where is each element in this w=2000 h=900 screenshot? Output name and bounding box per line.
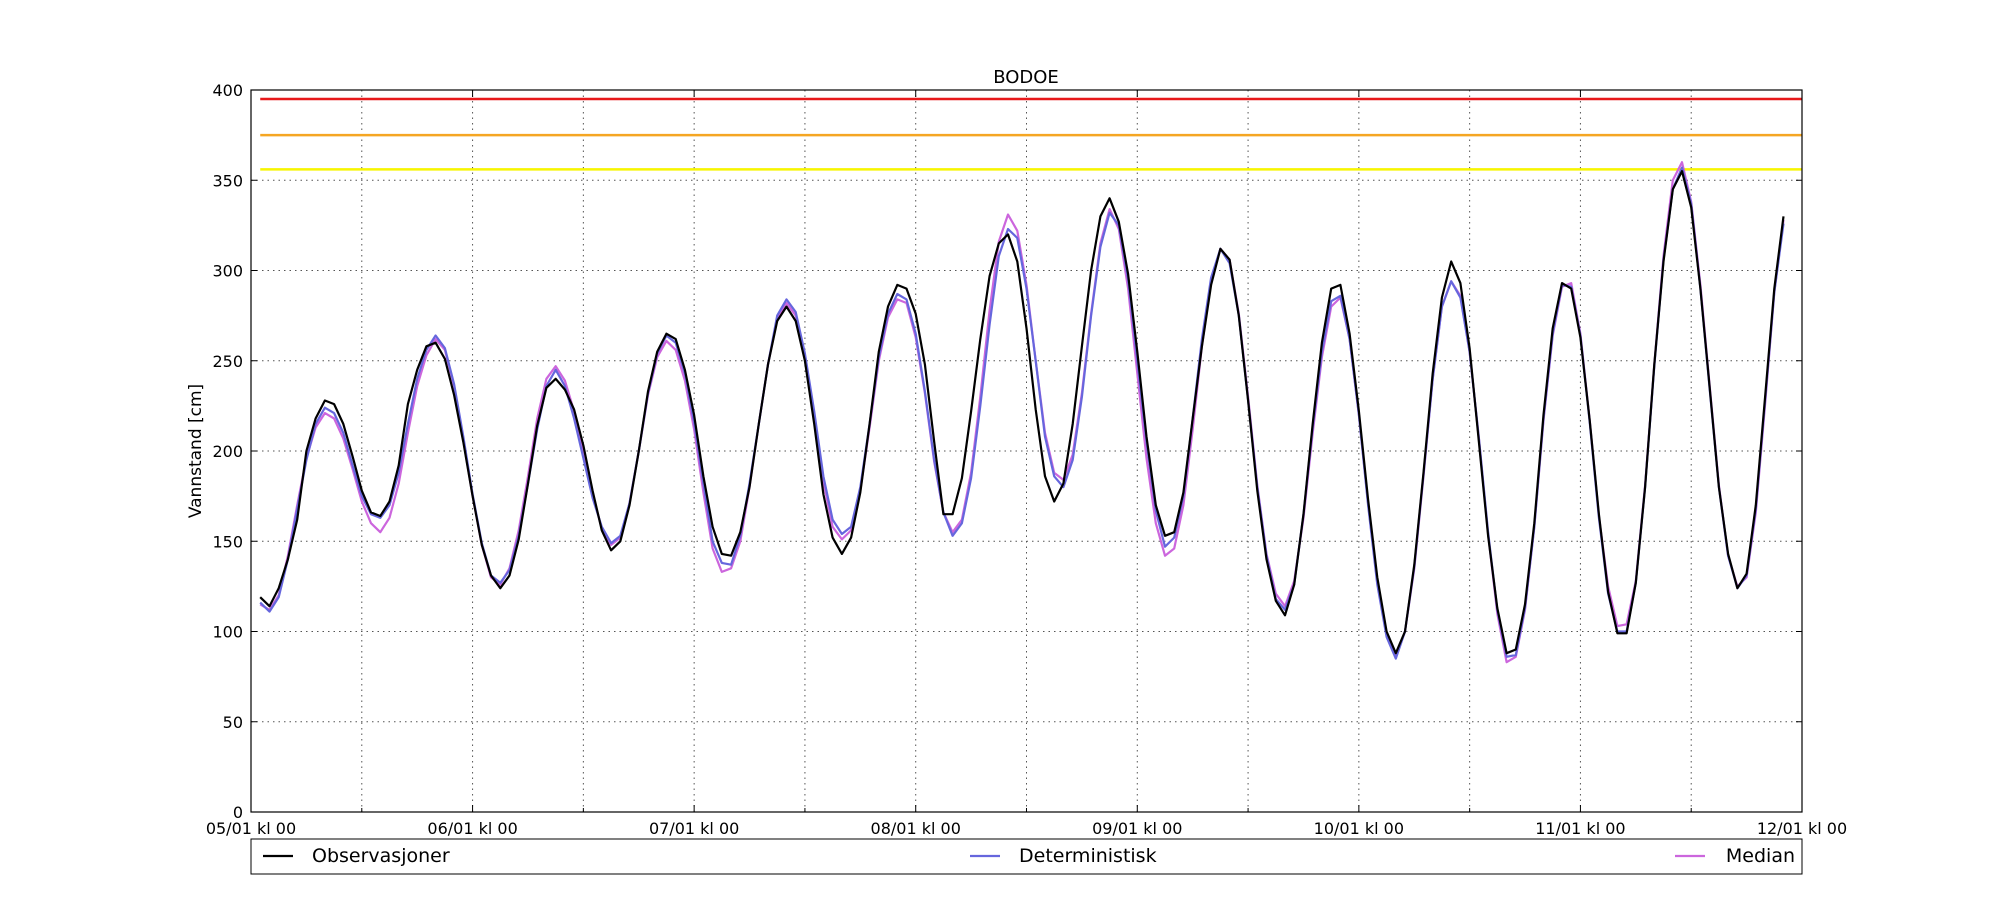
x-tick-label: 10/01 kl 00: [1314, 819, 1404, 838]
legend-label: Observasjoner: [312, 845, 450, 867]
x-tick-label: 12/01 kl 00: [1757, 819, 1847, 838]
axis-ticks: 0 50 100 150 200 250 300 350 400 05/01 kl 00 06/01…: [206, 81, 1847, 838]
y-tick-label: 150: [212, 532, 243, 551]
y-tick-label: 200: [212, 442, 243, 461]
x-tick-label: 11/01 kl 00: [1535, 819, 1625, 838]
legend: Observasjoner Deterministisk Median: [250, 838, 1803, 875]
y-tick-label: 100: [212, 623, 243, 642]
grid: [251, 90, 1802, 812]
legend-frame: [250, 838, 1803, 875]
y-tick-label: 350: [212, 171, 243, 190]
y-tick-label: 250: [212, 352, 243, 371]
y-tick-label: 0: [233, 803, 243, 822]
x-tick-label: 09/01 kl 00: [1092, 819, 1182, 838]
chart-title: BODOE: [993, 67, 1059, 88]
x-tick-label: 08/01 kl 00: [871, 819, 961, 838]
y-tick-label: 300: [212, 262, 243, 281]
legend-label: Deterministisk: [1019, 845, 1157, 867]
y-tick-label: 50: [223, 713, 243, 732]
x-tick-label: 06/01 kl 00: [427, 819, 517, 838]
y-tick-label: 400: [212, 81, 243, 100]
series-line-observasjoner: [259, 170, 1785, 655]
y-axis-label: Vannstand [cm]: [186, 384, 206, 518]
threshold-lines: [260, 97, 1802, 171]
x-tick-label: 07/01 kl 00: [649, 819, 739, 838]
x-tick-label: 05/01 kl 00: [206, 819, 296, 838]
legend-label: Median: [1726, 845, 1795, 867]
series-lines: [259, 161, 1785, 664]
